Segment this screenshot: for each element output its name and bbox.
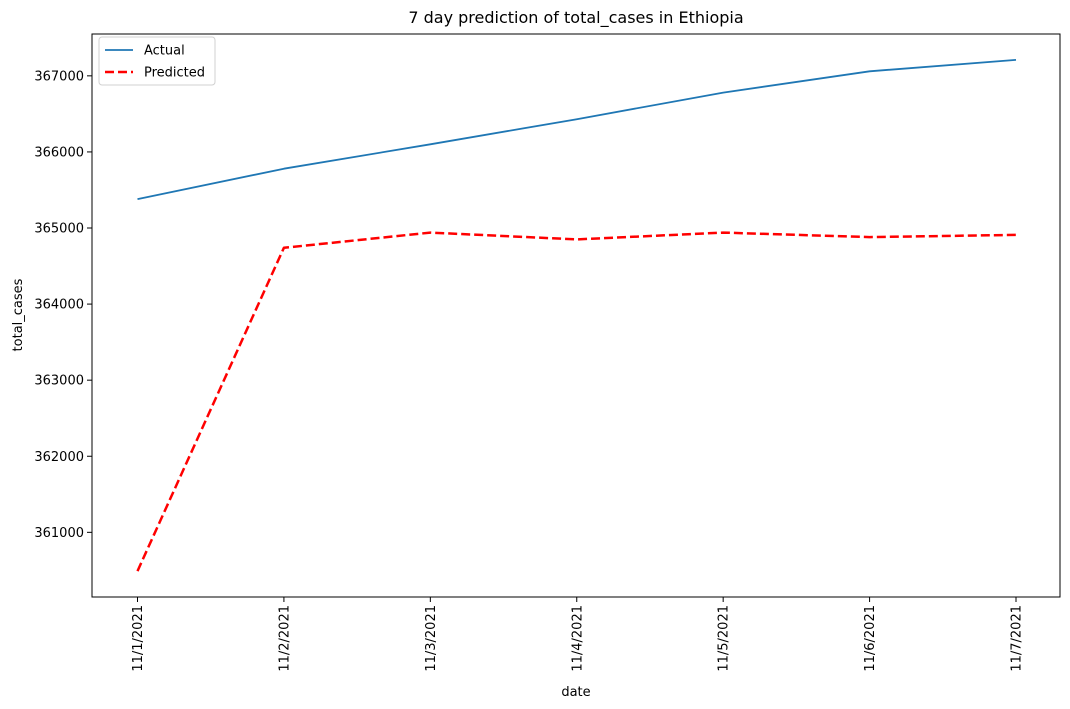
legend-box — [98, 36, 216, 86]
y-tick-label: 366000 — [34, 145, 84, 160]
x-tick-label: 11/2/2021 — [277, 605, 292, 672]
y-tick-label: 363000 — [34, 374, 84, 389]
y-tick-label: 362000 — [34, 450, 84, 465]
legend-label: Predicted — [144, 66, 205, 81]
chart-title: 7 day prediction of total_cases in Ethio… — [408, 8, 743, 28]
legend-label: Actual — [144, 44, 185, 59]
x-tick-label: 11/5/2021 — [717, 605, 732, 672]
actual-series-line — [137, 59, 1017, 200]
x-tick-label: 11/3/2021 — [424, 605, 439, 672]
y-tick-label: 361000 — [34, 526, 84, 541]
y-tick-label: 365000 — [34, 222, 84, 237]
plot-area — [91, 33, 1061, 598]
x-axis: 11/1/2021 11/2/2021 11/3/2021 11/4/2021 11/5… — [131, 597, 1025, 672]
y-tick-label: 367000 — [34, 69, 84, 84]
x-tick-label: 11/4/2021 — [570, 605, 585, 672]
x-tick-label: 11/6/2021 — [863, 605, 878, 672]
series-layer — [136, 59, 1017, 572]
legend: Actual Predicted — [98, 36, 216, 86]
predicted-series-line — [136, 231, 1017, 572]
y-axis: 361000 362000 363000 364000 365000 366000 3670… — [34, 69, 92, 541]
x-tick-label: 11/1/2021 — [131, 605, 146, 672]
y-axis-title: total_cases — [11, 278, 26, 351]
x-axis-title: date — [561, 685, 590, 700]
x-tick-label: 11/7/2021 — [1010, 605, 1025, 672]
y-tick-label: 364000 — [34, 298, 84, 313]
